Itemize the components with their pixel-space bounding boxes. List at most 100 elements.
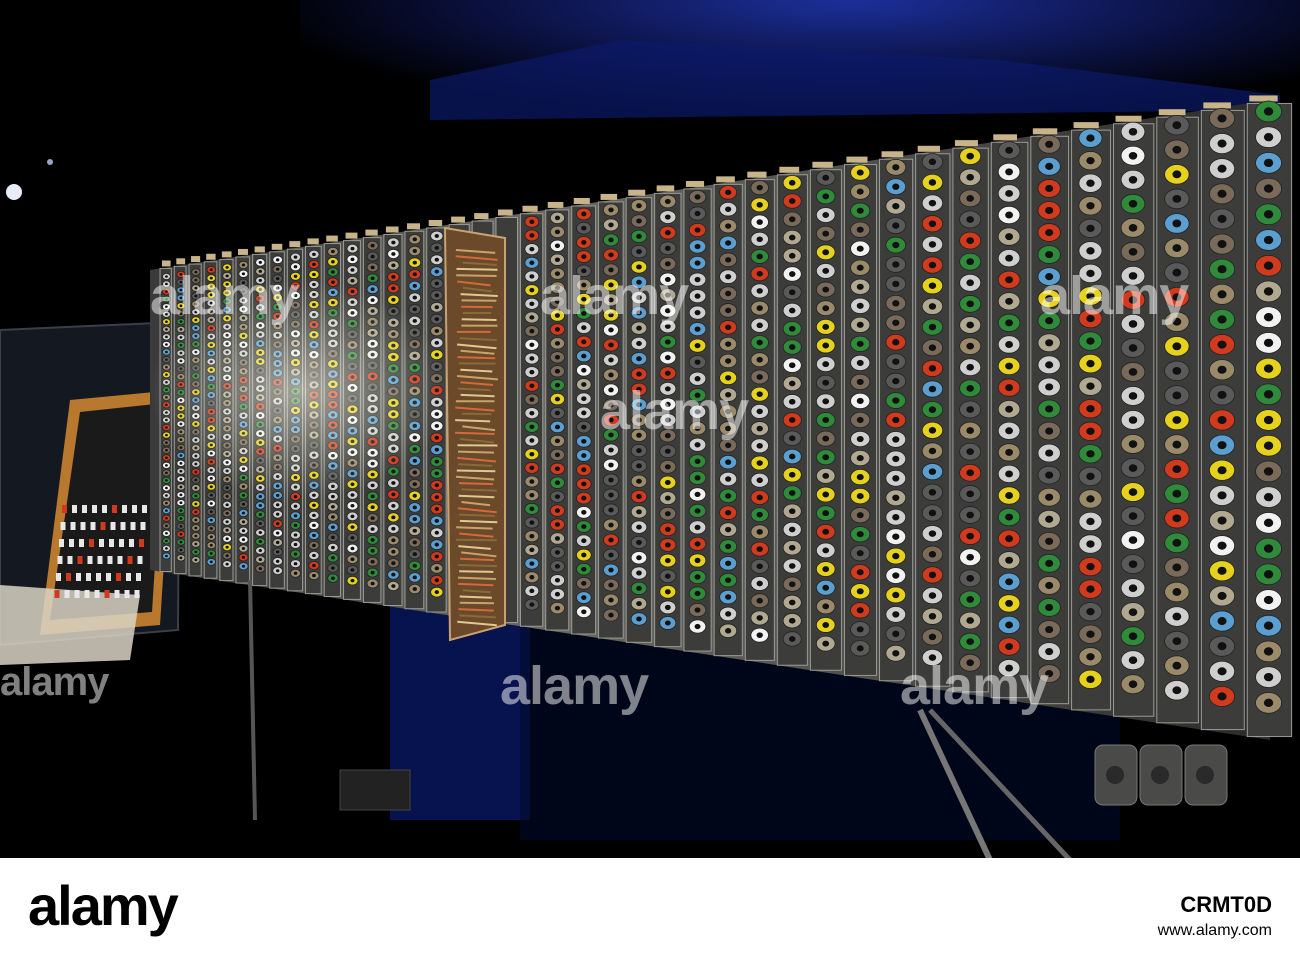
plug-hole bbox=[1005, 535, 1014, 543]
plug-hole bbox=[1086, 202, 1095, 210]
plug-hole bbox=[1263, 235, 1274, 245]
plug-hole bbox=[1263, 364, 1274, 373]
plug-hole bbox=[529, 547, 535, 553]
plug-hole bbox=[179, 288, 183, 292]
plug-hole bbox=[412, 552, 417, 556]
plug-hole bbox=[856, 531, 864, 538]
plug-hole bbox=[892, 222, 900, 229]
plug-hole bbox=[194, 294, 198, 298]
plug-hole bbox=[664, 604, 671, 610]
plug-hole bbox=[1263, 338, 1274, 348]
plug-hole bbox=[529, 233, 535, 238]
loom-wire bbox=[455, 475, 495, 481]
plug-hole bbox=[694, 623, 701, 630]
console-switch bbox=[57, 556, 63, 564]
console-switch bbox=[109, 539, 114, 547]
plug-hole bbox=[275, 540, 280, 545]
column-label-strip bbox=[497, 209, 513, 216]
plug-hole bbox=[581, 495, 587, 501]
console-switch bbox=[130, 522, 136, 530]
plug-hole bbox=[608, 402, 614, 408]
plug-hole bbox=[788, 526, 796, 533]
plug-hole bbox=[1172, 489, 1182, 498]
plug-hole bbox=[554, 508, 561, 513]
plug-hole bbox=[636, 218, 642, 224]
plug-hole bbox=[412, 587, 417, 591]
plug-hole bbox=[581, 524, 587, 529]
plug-hole bbox=[725, 476, 732, 482]
plug-hole bbox=[275, 503, 280, 507]
plug-hole bbox=[664, 479, 671, 486]
plug-hole bbox=[179, 485, 183, 489]
plug-hole bbox=[1086, 359, 1095, 368]
plug-hole bbox=[788, 271, 796, 277]
plug-hole bbox=[581, 367, 587, 373]
plug-hole bbox=[412, 563, 417, 568]
plug-hole bbox=[664, 230, 671, 236]
plug-hole bbox=[554, 591, 561, 597]
plug-hole bbox=[581, 438, 587, 444]
plug-hole bbox=[1172, 145, 1182, 154]
console-switch bbox=[54, 590, 60, 598]
plug-hole bbox=[331, 535, 335, 540]
plug-hole bbox=[608, 537, 614, 543]
plug-hole bbox=[412, 307, 417, 312]
plug-hole bbox=[350, 257, 355, 262]
console-switch bbox=[77, 556, 83, 564]
plug-hole bbox=[293, 523, 298, 527]
loom-wire bbox=[457, 576, 496, 580]
plug-hole bbox=[258, 567, 263, 571]
plug-hole bbox=[822, 267, 830, 274]
plug-hole bbox=[966, 300, 974, 308]
plug-hole bbox=[822, 193, 830, 200]
plug-hole bbox=[1217, 441, 1227, 450]
plug-hole bbox=[694, 342, 701, 349]
plug-hole bbox=[892, 280, 900, 288]
plug-hole bbox=[725, 189, 732, 196]
plug-hole bbox=[1128, 392, 1138, 400]
console-switch bbox=[69, 539, 74, 547]
console-switch bbox=[110, 522, 116, 530]
plug-hole bbox=[928, 344, 937, 351]
plug-hole bbox=[636, 570, 642, 576]
plug-hole bbox=[928, 654, 937, 661]
loom-wire bbox=[457, 507, 497, 514]
loom-wire bbox=[457, 387, 491, 392]
plug-hole bbox=[1217, 315, 1227, 324]
plug-hole bbox=[756, 546, 763, 552]
plug-hole bbox=[1263, 595, 1274, 605]
plug-hole bbox=[892, 494, 900, 501]
plug-hole bbox=[350, 503, 355, 508]
plug-hole bbox=[856, 569, 864, 576]
plug-hole bbox=[391, 492, 396, 497]
plug-hole bbox=[1217, 139, 1227, 148]
plug-hole bbox=[293, 552, 298, 556]
plug-hole bbox=[293, 265, 298, 269]
plug-hole bbox=[928, 509, 937, 517]
plug-hole bbox=[1263, 570, 1274, 579]
plug-hole bbox=[1005, 448, 1014, 456]
loom-wire bbox=[461, 501, 491, 507]
plug-hole bbox=[581, 282, 587, 288]
plug-hole bbox=[370, 505, 375, 509]
plug-hole bbox=[434, 542, 440, 547]
column-label-strip bbox=[993, 134, 1018, 141]
loom-wire bbox=[458, 564, 498, 568]
column-label-strip bbox=[365, 229, 378, 236]
loom-wire bbox=[459, 337, 497, 342]
column-label-strip bbox=[237, 248, 248, 255]
plug-hole bbox=[412, 237, 417, 242]
plug-hole bbox=[725, 324, 732, 331]
plug-hole bbox=[529, 260, 535, 266]
plug-hole bbox=[1045, 625, 1054, 634]
plug-hole bbox=[1086, 653, 1095, 661]
loom-wire bbox=[457, 356, 496, 360]
loom-wire bbox=[456, 469, 496, 473]
image-id: CRMT0D bbox=[1180, 892, 1272, 917]
plug-hole bbox=[1005, 233, 1014, 241]
plug-hole bbox=[194, 470, 198, 474]
plug-hole bbox=[856, 626, 864, 633]
plug-hole bbox=[788, 544, 796, 551]
plug-hole bbox=[664, 308, 671, 314]
plug-hole bbox=[1172, 366, 1182, 375]
